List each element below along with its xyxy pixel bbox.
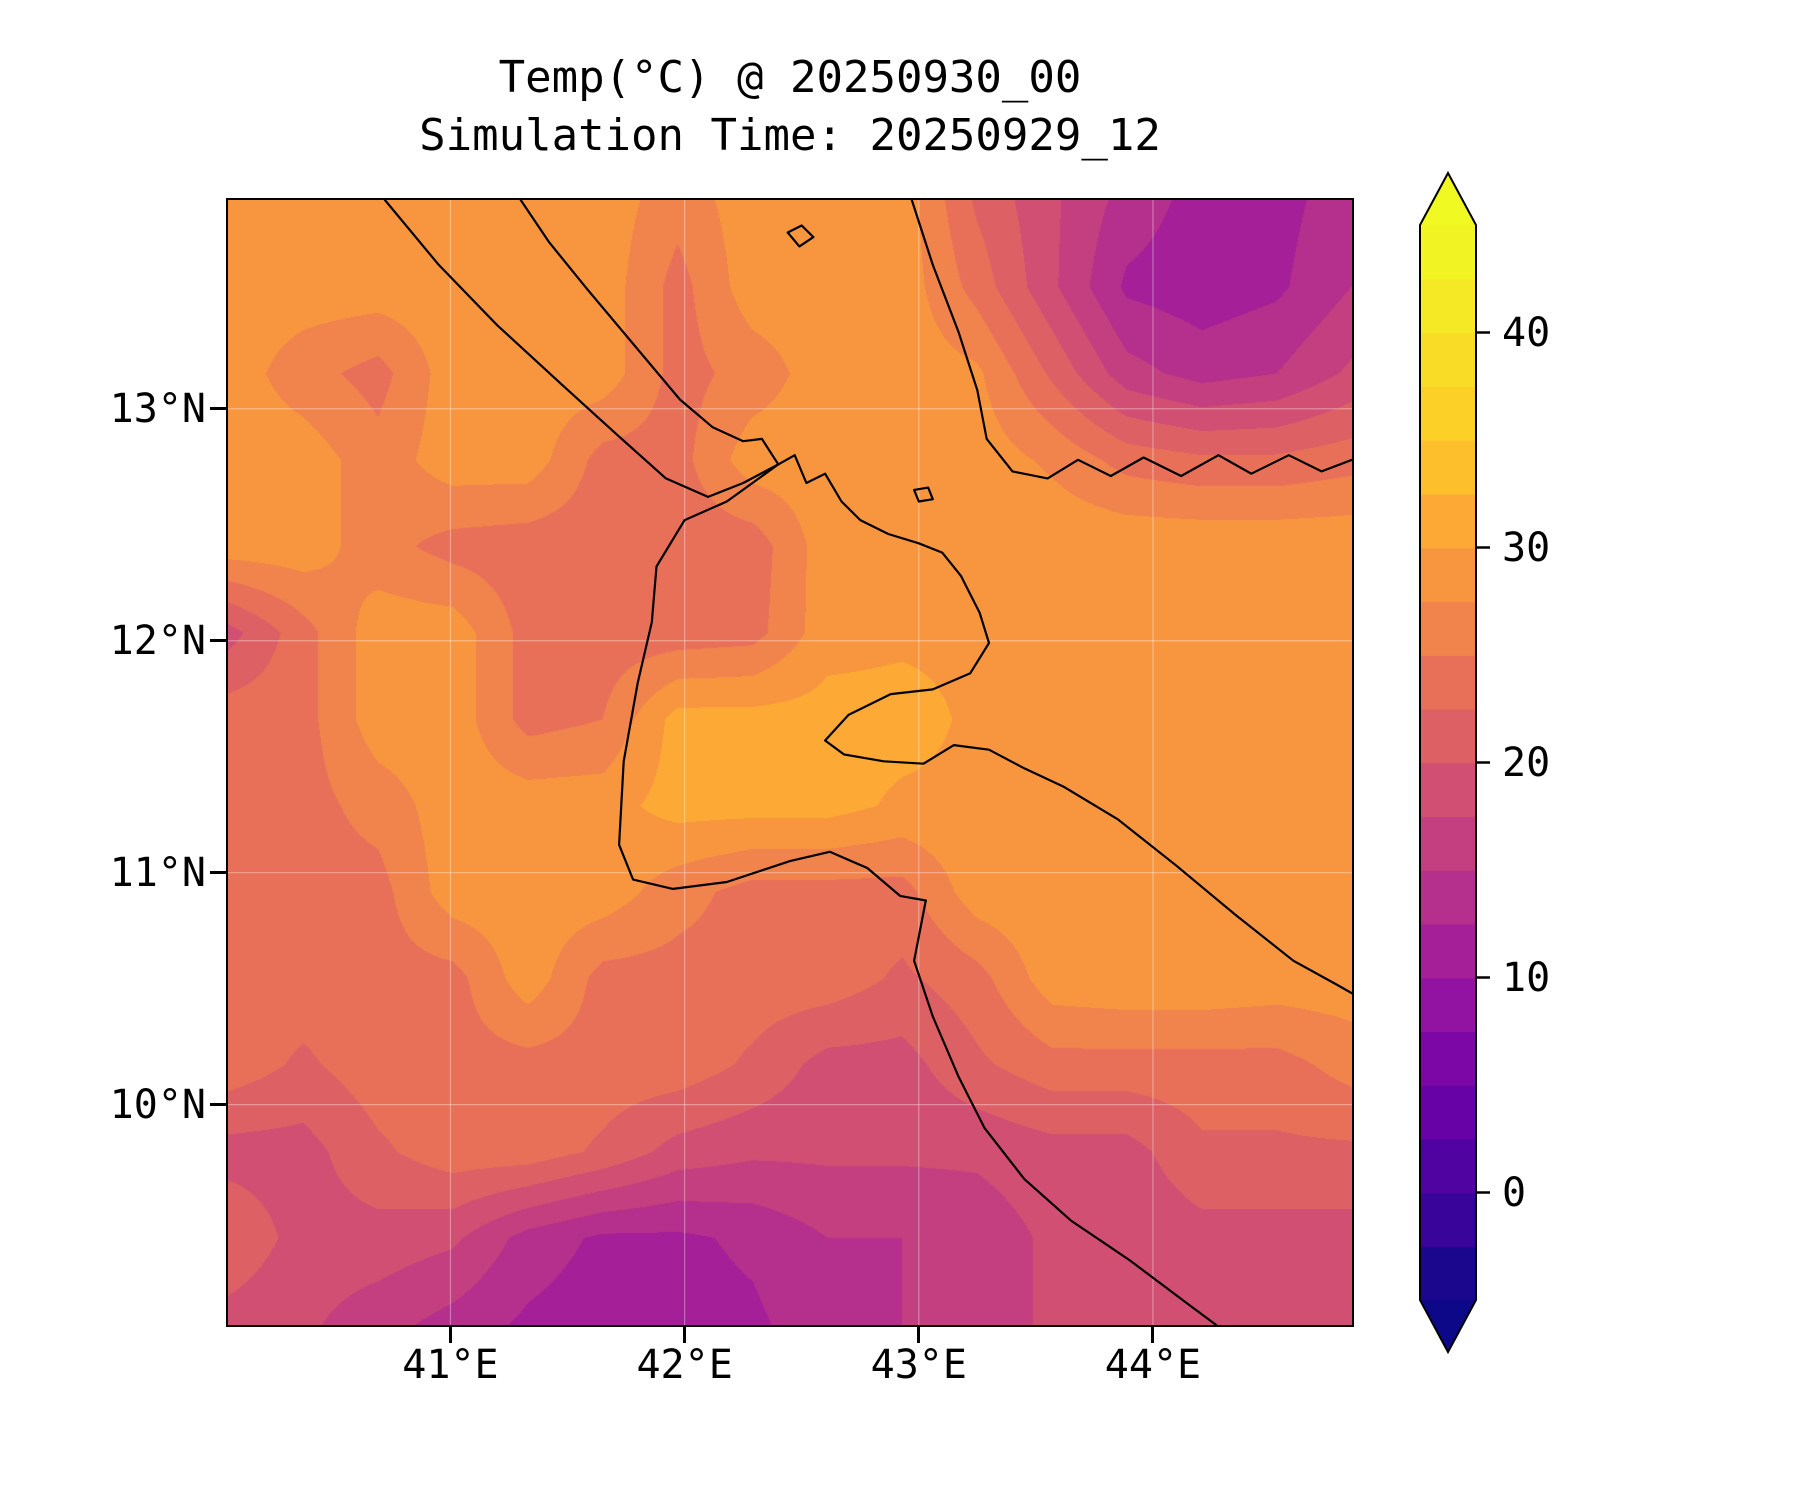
colorbar-segment — [1420, 332, 1476, 388]
temperature-field-canvas — [228, 200, 1352, 1325]
colorbar-segment — [1420, 547, 1476, 603]
colorbar — [1419, 170, 1490, 1355]
x-tick-label: 42°E — [636, 1342, 733, 1388]
colorbar-segment — [1420, 977, 1476, 1033]
colorbar-segment — [1420, 708, 1476, 764]
x-tick-label: 43°E — [870, 1342, 967, 1388]
colorbar-segment — [1420, 386, 1476, 441]
x-tick-label: 41°E — [402, 1342, 499, 1388]
x-tick-mark — [683, 1327, 687, 1343]
y-tick-label: 13°N — [109, 385, 206, 432]
y-tick-label: 10°N — [109, 1081, 206, 1128]
coastline-yemen-coast — [910, 200, 1352, 480]
x-tick-mark — [1151, 1327, 1155, 1343]
colorbar-segment — [1420, 601, 1476, 656]
colorbar-segment — [1420, 1192, 1476, 1248]
coastline-border-northwest — [383, 200, 780, 498]
y-tick-label: 12°N — [109, 617, 206, 664]
colorbar-segment — [1420, 762, 1476, 818]
x-tick-mark — [917, 1327, 921, 1343]
colorbar-segment — [1420, 1246, 1476, 1301]
colorbar-extend-max-arrow — [1420, 173, 1476, 225]
y-tick-label: 11°N — [109, 849, 206, 896]
x-tick-mark — [448, 1327, 452, 1343]
coastline-island-small-north — [786, 224, 815, 248]
coastline-island-at-strait — [913, 486, 934, 503]
colorbar-segment — [1420, 493, 1476, 549]
colorbar-segment — [1420, 278, 1476, 334]
colorbar-segment — [1420, 816, 1476, 871]
coastline-border-ethiopia-somalia — [913, 899, 1218, 1325]
colorbar-segment — [1420, 655, 1476, 710]
colorbar-tick-label: 20 — [1502, 739, 1551, 786]
coastline-red-sea-african-coast-and-gulf-of-aden — [519, 200, 1352, 995]
colorbar-tick-label: 30 — [1502, 524, 1551, 571]
coastline-border-djibouti-west-south — [618, 463, 927, 902]
colorbar-segment — [1420, 870, 1476, 925]
y-tick-mark — [210, 407, 226, 411]
colorbar-segment — [1420, 1031, 1476, 1086]
colorbar-extend-min-arrow — [1420, 1300, 1476, 1352]
y-tick-mark — [210, 1103, 226, 1107]
colorbar-segment — [1420, 1138, 1476, 1194]
x-tick-label: 44°E — [1104, 1342, 1202, 1388]
colorbar-tick-label: 0 — [1502, 1169, 1527, 1216]
colorbar-tick-label: 40 — [1502, 309, 1551, 356]
y-tick-mark — [210, 871, 226, 875]
colorbar-segment — [1420, 1085, 1476, 1140]
map-overlay — [228, 200, 1352, 1325]
colorbar-tick-label: 10 — [1502, 954, 1551, 1001]
map-axes — [226, 198, 1354, 1327]
colorbar-segment — [1420, 923, 1476, 979]
y-tick-mark — [210, 639, 226, 643]
plot-subtitle: Simulation Time: 20250929_12 — [419, 110, 1161, 161]
plot-title: Temp(°C) @ 20250930_00 — [498, 52, 1082, 103]
colorbar-segment — [1420, 225, 1476, 280]
colorbar-segment — [1420, 440, 1476, 495]
colorbar-outline — [1419, 170, 1477, 1355]
